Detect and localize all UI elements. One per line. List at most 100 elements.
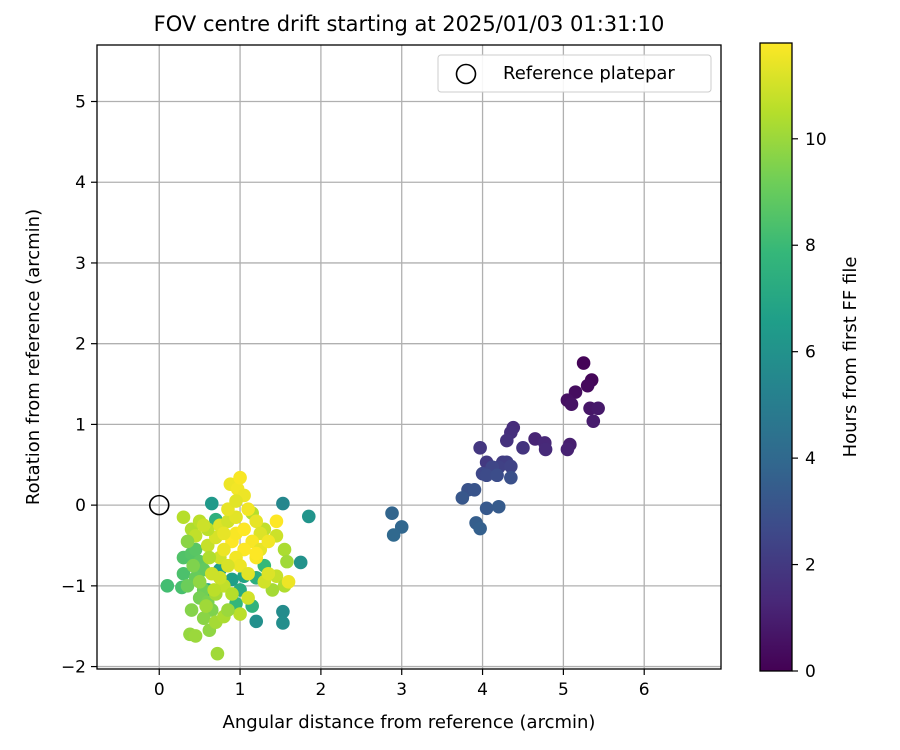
y-axis-label: Rotation from reference (arcmin) <box>23 209 44 505</box>
data-point <box>261 534 276 549</box>
y-tick-label: 4 <box>75 173 86 193</box>
data-point <box>386 528 401 542</box>
data-point <box>180 534 195 549</box>
legend-entry-reference-platepar: Reference platepar <box>503 63 675 84</box>
data-point <box>225 587 239 601</box>
data-point <box>560 442 575 457</box>
data-point <box>500 433 514 448</box>
data-point <box>276 616 290 630</box>
data-point <box>241 566 255 581</box>
data-point <box>455 491 470 505</box>
data-point <box>293 555 308 570</box>
data-point <box>196 611 211 625</box>
colorbar-label: Hours from first FF file <box>840 257 861 458</box>
data-point <box>467 482 482 497</box>
x-tick-label: 1 <box>235 680 246 700</box>
colorbar-ticks: 0 2 4 6 8 10 <box>792 130 827 682</box>
data-point <box>186 558 200 573</box>
data-point <box>241 591 255 605</box>
data-point <box>576 356 591 370</box>
data-point <box>473 441 487 455</box>
x-tick-label: 0 <box>154 680 165 700</box>
data-point <box>385 506 399 521</box>
data-point <box>249 614 264 629</box>
data-point <box>176 566 191 581</box>
data-point <box>249 546 264 561</box>
colorbar-tick-label: 4 <box>805 449 816 469</box>
data-point <box>249 514 264 529</box>
x-tick-label: 5 <box>558 680 569 700</box>
data-point <box>184 603 199 617</box>
data-point <box>276 496 290 511</box>
data-point <box>490 468 504 483</box>
colorbar-tick-label: 10 <box>805 130 827 150</box>
colorbar-tick-label: 0 <box>805 662 816 682</box>
data-point <box>504 459 518 474</box>
data-point <box>538 442 553 457</box>
data-point <box>199 599 213 613</box>
data-point <box>277 542 292 557</box>
data-point <box>580 378 595 393</box>
data-point <box>188 629 203 643</box>
x-tick-label: 6 <box>639 680 650 700</box>
colorbar-frame <box>759 42 793 672</box>
data-points <box>160 356 605 661</box>
data-point <box>281 575 296 589</box>
data-point <box>241 502 255 516</box>
y-tick-label: 5 <box>75 93 86 113</box>
y-tick-label: −1 <box>61 577 86 597</box>
chart-title: FOV centre drift starting at 2025/01/03 … <box>154 12 665 36</box>
data-point <box>479 501 494 516</box>
data-point <box>229 494 243 508</box>
colorbar-tick-label: 8 <box>805 236 816 256</box>
data-point <box>504 470 518 485</box>
data-point <box>204 496 219 511</box>
data-point <box>237 522 251 537</box>
data-point <box>491 499 506 514</box>
legend-marker <box>455 63 477 85</box>
colorbar-tick-label: 6 <box>805 343 816 363</box>
data-point <box>233 470 247 485</box>
colorbar: 0 2 4 6 8 10 Hours from first FF file <box>759 42 861 682</box>
data-point <box>269 514 284 529</box>
grid <box>97 45 721 669</box>
data-point <box>516 441 530 455</box>
legend-box <box>437 54 712 93</box>
reference-platepar-marker <box>148 494 170 516</box>
data-point <box>176 510 191 525</box>
data-point <box>276 604 290 619</box>
data-point <box>217 526 231 541</box>
data-point <box>479 468 494 483</box>
data-point <box>233 607 247 621</box>
data-point <box>196 518 211 533</box>
x-tick-label: 3 <box>396 680 407 700</box>
y-axis: −2 −1 0 1 2 3 4 5 <box>61 93 97 678</box>
data-point <box>202 550 217 565</box>
data-point <box>261 566 276 581</box>
data-point <box>213 570 227 585</box>
data-point <box>586 414 601 428</box>
data-point <box>180 579 195 593</box>
legend: Reference platepar <box>437 54 712 93</box>
data-point <box>564 397 579 412</box>
y-tick-label: 3 <box>75 254 86 274</box>
data-point <box>280 554 294 569</box>
colorbar-fill <box>760 43 792 671</box>
x-axis-label: Angular distance from reference (arcmin) <box>223 712 596 733</box>
data-point <box>217 542 231 557</box>
data-point <box>473 521 487 536</box>
data-point <box>301 509 316 524</box>
plot-frame <box>96 44 722 670</box>
y-tick-label: 1 <box>75 415 86 435</box>
y-tick-label: −2 <box>61 658 86 678</box>
data-point <box>210 646 225 661</box>
colorbar-tick-label: 2 <box>805 556 816 576</box>
y-tick-label: 0 <box>75 496 86 516</box>
data-point <box>207 583 222 597</box>
data-point <box>221 603 235 617</box>
data-point <box>192 575 207 589</box>
x-axis: 0 1 2 3 4 5 6 <box>154 669 650 700</box>
x-tick-label: 4 <box>477 680 488 700</box>
data-point <box>160 579 175 593</box>
